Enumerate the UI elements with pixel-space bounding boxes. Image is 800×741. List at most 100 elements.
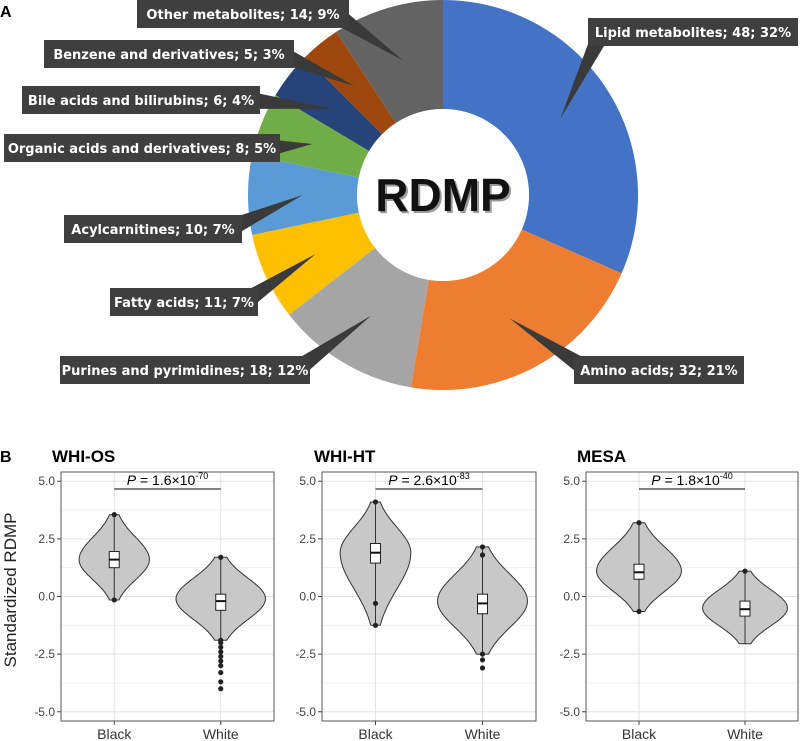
p-value-exponent: -83: [457, 471, 470, 481]
y-tick-label: 0.0: [299, 590, 316, 604]
slice-label: Acylcarnitines; 10; 7%: [71, 223, 234, 238]
x-tick-label: Black: [97, 726, 132, 741]
p-value-prefix: P: [127, 472, 137, 488]
plot-border: [585, 471, 799, 722]
outlier-point: [479, 552, 486, 558]
donut-slice: [275, 57, 383, 151]
slice-label: Benzene and derivatives; 5; 3%: [53, 48, 284, 63]
slice-label: Purines and pyrimidines; 18; 12%: [62, 364, 309, 379]
violin-panel-1: WHI-HT -5.0 -2.5 0.0 2.5 5.0 Black White P = 2.6…: [295, 447, 537, 741]
y-tick-label: 2.5: [299, 532, 316, 546]
y-tick-label: 2.5: [563, 532, 580, 546]
outlier-point: [479, 657, 486, 663]
outlier-point: [372, 622, 379, 628]
callout-box: [574, 356, 744, 384]
panel-title: MESA: [577, 447, 626, 466]
panel-letter-b: B: [0, 449, 12, 466]
y-tick-label: 0.0: [38, 590, 55, 604]
slice-label: Bile acids and bilirubins; 6; 4%: [28, 94, 254, 109]
p-value-prefix: P: [651, 472, 661, 488]
y-tick-label: 2.5: [38, 532, 55, 546]
y-tick-label: 5.0: [38, 474, 55, 488]
slice-label: Lipid metabolites; 48; 32%: [595, 26, 791, 41]
outlier-point: [111, 597, 117, 603]
donut-slice: [410, 229, 622, 390]
x-tick-label: White: [203, 726, 239, 741]
p-value-label: P = 2.6×10-83: [388, 471, 470, 488]
y-tick-label: 5.0: [299, 474, 316, 488]
callout-box: [4, 134, 280, 162]
outlier-point: [218, 658, 224, 664]
y-tick-label: -2.5: [34, 647, 55, 661]
callout-pointer: [560, 28, 611, 119]
callout-pointer: [276, 45, 355, 87]
slice-label: Other metabolites; 14; 9%: [146, 8, 339, 23]
p-value-prefix: P: [388, 472, 398, 488]
center-label-shadow: RDMP: [377, 171, 512, 223]
y-tick-label: -5.0: [295, 705, 316, 719]
y-tick-label: -2.5: [295, 647, 316, 661]
outlier-point: [218, 644, 224, 650]
slice-label: Organic acids and derivatives; 8; 5%: [8, 142, 276, 157]
callout-box: [60, 356, 310, 384]
panel-title: WHI-OS: [52, 447, 115, 466]
x-tick-label: Black: [622, 726, 657, 741]
plot-border: [321, 471, 537, 722]
x-tick-label: White: [465, 726, 501, 741]
p-value-text: = 1.8×10: [661, 472, 720, 488]
outlier-point: [372, 499, 379, 505]
p-value-label: P = 1.8×10-40: [651, 471, 733, 488]
donut-slice: [247, 154, 359, 236]
outlier-point: [636, 608, 642, 615]
outlier-point: [111, 512, 117, 518]
y-tick-label: -5.0: [559, 705, 580, 719]
p-value-exponent: -70: [195, 471, 208, 481]
donut-slice: [252, 95, 370, 178]
x-tick-label: Black: [358, 726, 393, 741]
callout-pointer: [245, 91, 333, 109]
panel-letter-a: A: [0, 4, 12, 21]
donut-slice: [289, 247, 429, 388]
y-tick-label: 0.0: [563, 590, 580, 604]
slice-label: Amino acids; 32; 21%: [580, 364, 737, 379]
outlier-point: [218, 653, 224, 660]
panel-b-violin-plots: WHI-OS -5.0 -2.5 0.0 2.5 5.0 Black White P = 1.6…: [34, 447, 799, 741]
outlier-point: [479, 665, 486, 671]
p-value-exponent: -40: [720, 471, 733, 481]
callout-box: [110, 288, 258, 316]
callout-box: [44, 40, 294, 68]
outlier-point: [372, 600, 379, 607]
callout-box: [22, 86, 260, 114]
slice-label: Fatty acids; 11; 7%: [114, 296, 254, 311]
p-value-label: P = 1.6×10-70: [127, 471, 209, 488]
outlier-point: [218, 554, 224, 560]
callout-pointer: [238, 254, 316, 310]
donut-slice: [305, 31, 396, 135]
callout-pointer: [224, 195, 303, 238]
violin-panel-2: MESA -5.0 -2.5 0.0 2.5 5.0 Black White P = 1.8×1…: [559, 447, 799, 741]
outlier-point: [218, 669, 224, 676]
outlier-point: [218, 686, 224, 692]
outlier-point: [636, 520, 642, 526]
outlier-point: [218, 649, 224, 655]
outlier-point: [742, 568, 748, 574]
p-value-text: = 1.6×10: [136, 472, 195, 488]
outlier-point: [218, 663, 224, 669]
y-axis-label: Standardized RDMP: [1, 513, 20, 668]
callout-pointer: [509, 318, 593, 378]
y-tick-label: -5.0: [34, 705, 55, 719]
x-tick-label: White: [727, 726, 763, 741]
donut-hole: [357, 109, 529, 281]
donut-slice: [252, 212, 376, 315]
y-tick-label: 5.0: [563, 474, 580, 488]
box: [215, 593, 227, 611]
y-tick-label: -2.5: [559, 647, 580, 661]
panel-title: WHI-HT: [314, 447, 376, 466]
callout-box: [588, 18, 798, 46]
plot-border: [60, 471, 275, 722]
panel-a-donut-chart: Lipid metabolites; 48; 32% Amino acids; 3…: [4, 0, 798, 390]
callout-box: [64, 215, 242, 243]
outlier-point: [218, 640, 224, 646]
outlier-point: [479, 544, 486, 550]
